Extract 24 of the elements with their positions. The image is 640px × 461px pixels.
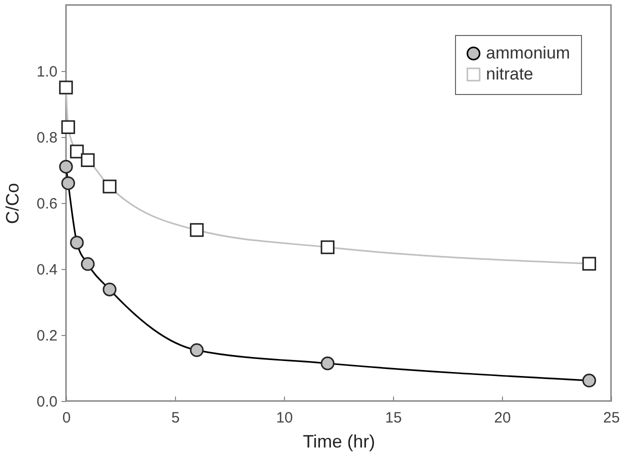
y-tick-label: 0.0 (36, 394, 58, 410)
x-axis-title: Time (hr) (302, 432, 376, 452)
x-tick-label: 10 (276, 410, 293, 426)
legend-label: nitrate (486, 64, 534, 84)
point (582, 374, 596, 388)
x-tick-label: 0 (62, 410, 71, 426)
y-axis-title: C/Co (2, 182, 23, 224)
point (61, 176, 76, 190)
point (59, 160, 73, 174)
point (190, 343, 204, 358)
y-tick-label: 0.4 (36, 262, 58, 278)
x-tick-label: 15 (385, 410, 402, 426)
point (320, 356, 334, 370)
point (70, 236, 84, 250)
x-tick-label: 25 (603, 410, 620, 426)
x-tick-label: 5 (171, 410, 180, 426)
y-tick-label: 0.8 (36, 130, 58, 146)
legend-label: ammonium (486, 44, 570, 62)
point (80, 257, 95, 271)
y-tick-label: 0.2 (36, 328, 58, 344)
y-tick-label: 0.6 (36, 196, 58, 212)
point (102, 282, 116, 296)
x-tick-label: 20 (494, 410, 511, 426)
y-tick-label: 1.0 (36, 64, 58, 80)
